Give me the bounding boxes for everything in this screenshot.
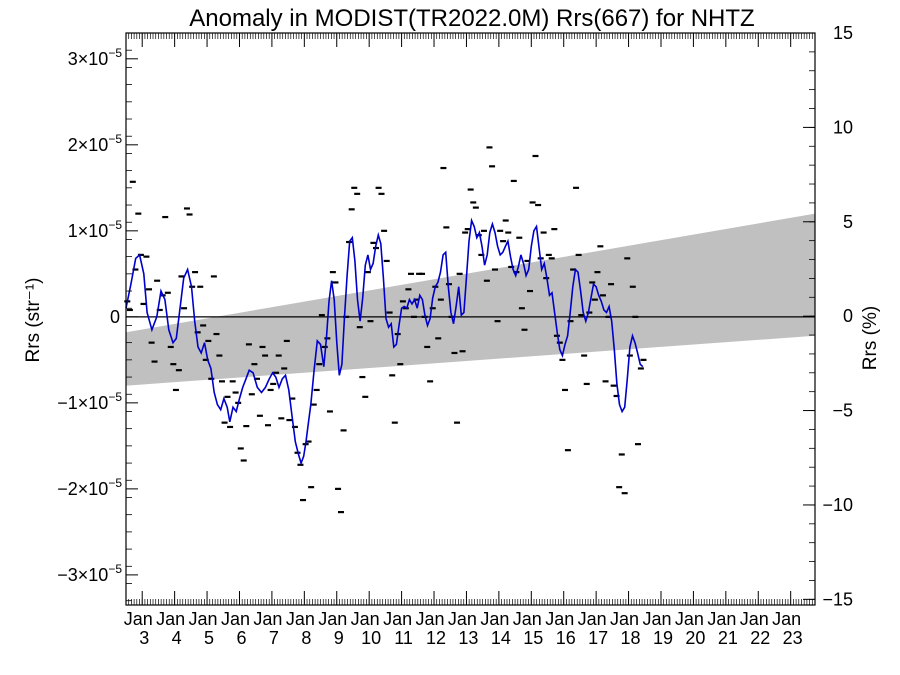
- smoothed-series-layer: [125, 217, 644, 466]
- x-tick-year-label: 5: [204, 628, 214, 648]
- y-right-tick-label: 15: [833, 23, 853, 43]
- x-tick-month-label: Jan: [772, 609, 801, 629]
- x-tick-year-label: 20: [685, 628, 705, 648]
- y-tick-label: −3×10−5: [57, 562, 122, 585]
- y-axis-title-left: Rrs (str⁻¹): [23, 278, 44, 363]
- confidence-band-layer: [126, 213, 815, 386]
- y-right-tick-label: 0: [843, 306, 853, 326]
- x-tick-year-label: 8: [301, 628, 311, 648]
- x-tick-month-label: Jan: [189, 609, 218, 629]
- x-tick-year-label: 13: [458, 628, 478, 648]
- x-axis-ticks: Jan3Jan4Jan5Jan6Jan7Jan8Jan9Jan10Jan11Ja…: [124, 33, 816, 648]
- x-tick-month-label: Jan: [383, 609, 412, 629]
- y-right-tick-label: −10: [822, 495, 853, 515]
- x-tick-month-label: Jan: [416, 609, 445, 629]
- x-tick-month-label: Jan: [610, 609, 639, 629]
- x-tick-year-label: 19: [653, 628, 673, 648]
- x-tick-month-label: Jan: [351, 609, 380, 629]
- x-tick-year-label: 4: [172, 628, 182, 648]
- x-tick-year-label: 18: [621, 628, 641, 648]
- x-tick-year-label: 14: [491, 628, 511, 648]
- y-axis-title-right: Rrs (%): [860, 306, 881, 370]
- x-tick-month-label: Jan: [156, 609, 185, 629]
- x-tick-year-label: 23: [783, 628, 803, 648]
- x-tick-month-label: Jan: [545, 609, 574, 629]
- x-tick-month-label: Jan: [221, 609, 250, 629]
- y-right-tick-label: 10: [833, 117, 853, 137]
- y-tick-label: 2×10−5: [68, 132, 123, 155]
- x-tick-year-label: 6: [236, 628, 246, 648]
- x-tick-month-label: Jan: [318, 609, 347, 629]
- x-tick-year-label: 17: [588, 628, 608, 648]
- x-tick-year-label: 15: [523, 628, 543, 648]
- x-tick-year-label: 11: [394, 628, 413, 648]
- x-tick-year-label: 12: [426, 628, 446, 648]
- y-right-tick-label: −15: [822, 589, 853, 609]
- x-tick-month-label: Jan: [253, 609, 282, 629]
- x-tick-month-label: Jan: [286, 609, 315, 629]
- y-tick-label: 1×10−5: [68, 218, 123, 241]
- x-tick-month-label: Jan: [675, 609, 704, 629]
- x-tick-month-label: Jan: [513, 609, 542, 629]
- x-tick-month-label: Jan: [124, 609, 153, 629]
- plot-frame: [125, 32, 816, 606]
- y-tick-label: 0: [110, 307, 120, 327]
- monthly-points-layer: [124, 146, 647, 514]
- x-tick-year-label: 9: [334, 628, 344, 648]
- y-tick-label: −2×10−5: [57, 476, 122, 499]
- smoothed-series-line: [125, 217, 644, 466]
- y-tick-label: 3×10−5: [68, 46, 123, 69]
- x-tick-month-label: Jan: [480, 609, 509, 629]
- confidence-band: [126, 213, 815, 386]
- x-tick-year-label: 3: [139, 628, 149, 648]
- x-tick-year-label: 10: [361, 628, 381, 648]
- x-tick-month-label: Jan: [707, 609, 736, 629]
- x-tick-month-label: Jan: [740, 609, 769, 629]
- y-tick-label: −1×10−5: [57, 390, 122, 413]
- right-axis-ticks: 15 10 5 0 −5 −10 −15: [803, 23, 853, 609]
- y-right-tick-label: −5: [832, 401, 853, 421]
- x-tick-month-label: Jan: [448, 609, 477, 629]
- left-axis-ticks: 3×10−5 2×10−5 1×10−5 0 −1×10−5 −2×10−5 −3×10−5: [57, 46, 138, 602]
- x-tick-year-label: 22: [750, 628, 770, 648]
- chart-title: Anomaly in MODIST(TR2022.0M) Rrs(667) fo…: [189, 5, 754, 32]
- x-tick-year-label: 7: [269, 628, 279, 648]
- x-tick-month-label: Jan: [578, 609, 607, 629]
- x-tick-month-label: Jan: [642, 609, 671, 629]
- x-tick-year-label: 21: [718, 628, 738, 648]
- y-right-tick-label: 5: [843, 212, 853, 232]
- x-tick-year-label: 16: [556, 628, 576, 648]
